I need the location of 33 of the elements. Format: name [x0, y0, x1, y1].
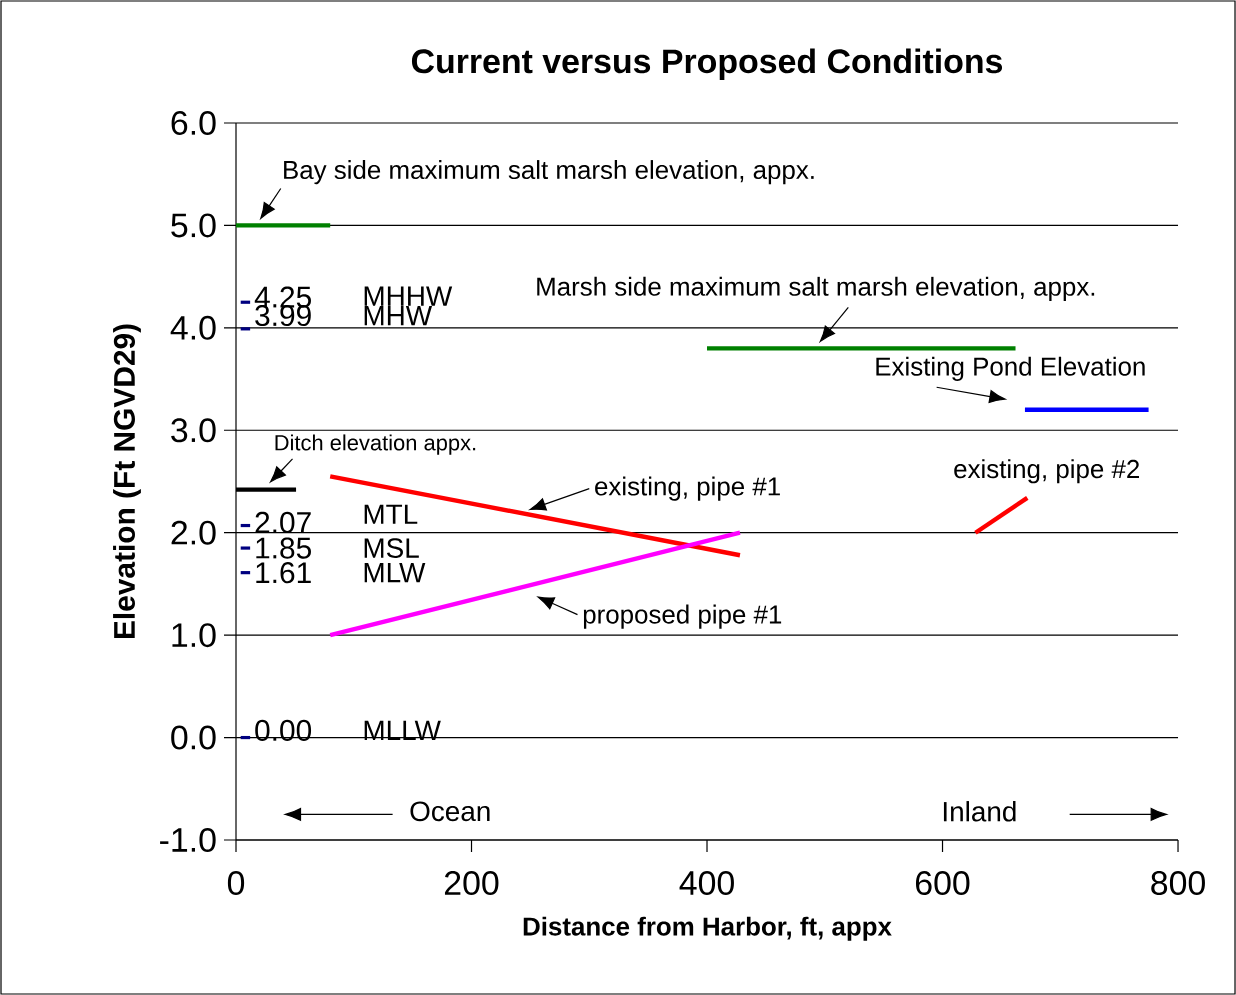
annotation: existing, pipe #2	[954, 459, 1139, 484]
chart-title: Current versus Proposed Conditions	[411, 48, 1003, 80]
annotation: MHHW	[364, 286, 453, 306]
data-label: 1.85	[256, 537, 311, 559]
x-axis-title: Distance from Harbor, ft, appx	[523, 916, 892, 941]
annotation: Inland	[943, 801, 1016, 822]
annotation: MSL	[364, 538, 419, 558]
annotation: existing, pipe #1	[595, 476, 780, 501]
annotation: Marsh side maximum salt marsh elevation, appx.	[537, 276, 1095, 301]
annotation: MHW	[364, 305, 433, 326]
x-tick-label: 200	[444, 871, 499, 896]
x-tick-label: 600	[915, 871, 970, 896]
annotation: MLLW	[364, 720, 441, 740]
y-tick-label: 4.0	[170, 315, 216, 340]
x-tick-label: 0	[227, 871, 245, 896]
y-tick-label: -1.0	[160, 827, 216, 852]
annotation: Ocean	[410, 801, 490, 822]
y-tick-label: 2.0	[171, 520, 216, 545]
annotation: proposed pipe #1	[583, 604, 782, 629]
y-tick-label: 3.0	[171, 418, 216, 443]
annotation: MTL	[364, 504, 418, 524]
y-tick-label: 5.0	[171, 213, 216, 238]
annotation: Bay side maximum salt marsh elevation, appx.	[284, 160, 814, 185]
y-tick-label: 1.0	[172, 623, 216, 648]
y-axis-title: Elevation (Ft NGVD29)	[113, 324, 141, 639]
annotation: MLW	[364, 563, 426, 583]
annotation: Existing Pond Elevation	[876, 356, 1145, 381]
y-tick-label: 0.0	[171, 725, 216, 750]
annotation: Ditch elevation appx.	[275, 434, 476, 455]
x-tick-label: 800	[1151, 871, 1205, 896]
data-label: 1.61	[256, 562, 311, 584]
x-tick-label: 400	[679, 871, 734, 896]
y-tick-label: 6.0	[171, 110, 216, 135]
